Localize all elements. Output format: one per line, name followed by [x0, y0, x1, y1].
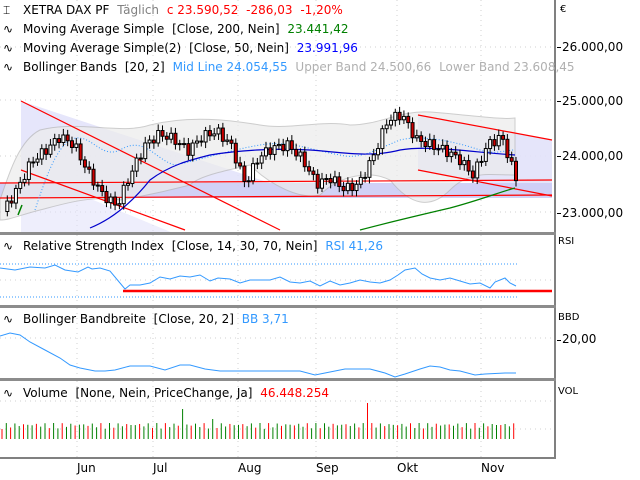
y-tick [557, 156, 561, 157]
indicator-wave-icon: ∿ [3, 312, 14, 326]
bb-mid-value: Mid Line 24.054,55 [172, 60, 288, 74]
price-chart [0, 0, 554, 232]
x-label-okt: Okt [397, 461, 419, 475]
y-tick-label: 26.000,00 [562, 40, 624, 54]
indicator-params: [Close, 200, Nein] [172, 22, 280, 36]
indicator-value: 23.441,42 [287, 22, 349, 36]
y-tick [557, 101, 561, 102]
x-label-aug: Aug [238, 461, 262, 475]
indicator-wave-icon: ∿ [3, 239, 14, 253]
bollinger-row[interactable]: ∿ Bollinger Bands [20, 2] Mid Line 24.054… [3, 60, 579, 74]
symbol-name: XETRA DAX PF [23, 3, 110, 17]
rsi-value: RSI 41,26 [325, 239, 383, 253]
indicator-name: Moving Average Simple [23, 22, 165, 36]
indicator-params: [None, Nein, PriceChange, Ja] [75, 386, 253, 400]
change-value: -286,03 [246, 3, 293, 17]
y-tick-label: 23.000,00 [562, 206, 624, 220]
volume-chart [0, 381, 554, 459]
indicator-params: [Close, 20, 2] [153, 312, 234, 326]
panel-divider[interactable] [0, 378, 556, 381]
close-value: c 23.590,52 [166, 3, 239, 17]
candlestick-icon: ⌶ [3, 3, 11, 17]
y-tick [557, 47, 561, 48]
price-panel[interactable]: ⌶ XETRA DAX PF Täglich c 23.590,52 -286,0… [0, 0, 575, 232]
indicator-name: Bollinger Bands [23, 60, 117, 74]
indicator-params: [20, 2] [124, 60, 165, 74]
volume-value: 46.448.254 [260, 386, 329, 400]
indicator-name: Relative Strength Index [23, 239, 164, 253]
indicator-wave-icon: ∿ [3, 60, 14, 74]
indicator-name: Bollinger Bandbreite [23, 312, 146, 326]
bandwidth-panel[interactable]: ∿ Bollinger Bandbreite [Close, 20, 2] BB … [0, 308, 556, 378]
y-tick-label: 24.000,00 [562, 149, 624, 163]
y-tick-label: 25.000,00 [562, 94, 624, 108]
sma50-row[interactable]: ∿ Moving Average Simple(2) [Close, 50, Ne… [3, 41, 579, 55]
period: Täglich [117, 3, 160, 17]
bandwidth-legend: ∿ Bollinger Bandbreite [Close, 20, 2] BB … [3, 312, 293, 326]
rsi-panel[interactable]: ∿ Relative Strength Index [Close, 14, 30,… [0, 235, 556, 305]
indicator-params: [Close, 50, Nein] [189, 41, 289, 55]
y-tick [557, 213, 561, 214]
volume-legend: ∿ Volume [None, Nein, PriceChange, Ja] 46… [3, 386, 333, 400]
bb-upper-value: Upper Band 24.500,66 [295, 60, 432, 74]
indicator-params: [Close, 14, 30, 70, Nein] [171, 239, 318, 253]
currency-label: € [560, 4, 567, 15]
price-legend: ⌶ XETRA DAX PF Täglich c 23.590,52 -286,0… [3, 3, 579, 74]
y-tick-label: 20,00 [562, 332, 597, 346]
y-tick [557, 340, 561, 341]
x-label-sep: Sep [316, 461, 339, 475]
vol-axis-label: VOL [558, 386, 579, 397]
bb-lower-value: Lower Band 23.608,45 [439, 60, 575, 74]
symbol-row: ⌶ XETRA DAX PF Täglich c 23.590,52 -286,0… [3, 3, 579, 17]
x-label-jul: Jul [153, 461, 168, 475]
indicator-value: 23.991,96 [296, 41, 358, 55]
rsi-axis-label: RSI [558, 236, 575, 247]
volume-panel[interactable]: ∿ Volume [None, Nein, PriceChange, Ja] 46… [0, 381, 556, 459]
x-label-jun: Jun [77, 461, 96, 475]
indicator-wave-icon: ∿ [3, 41, 14, 55]
bandwidth-chart [0, 308, 554, 378]
indicator-name: Moving Average Simple(2) [23, 41, 182, 55]
indicator-wave-icon: ∿ [3, 22, 14, 36]
x-label-nov: Nov [481, 461, 505, 475]
indicator-wave-icon: ∿ [3, 386, 14, 400]
panel-divider[interactable] [0, 232, 556, 235]
rsi-legend: ∿ Relative Strength Index [Close, 14, 30,… [3, 239, 387, 253]
panel-divider[interactable] [0, 305, 556, 308]
indicator-name: Volume [23, 386, 68, 400]
sma200-row[interactable]: ∿ Moving Average Simple [Close, 200, Nein… [3, 22, 579, 36]
rsi-chart [0, 235, 554, 305]
bb-value: BB 3,71 [241, 312, 289, 326]
change-pct: -1,20% [300, 3, 343, 17]
bbd-axis-label: BBD [558, 312, 580, 323]
